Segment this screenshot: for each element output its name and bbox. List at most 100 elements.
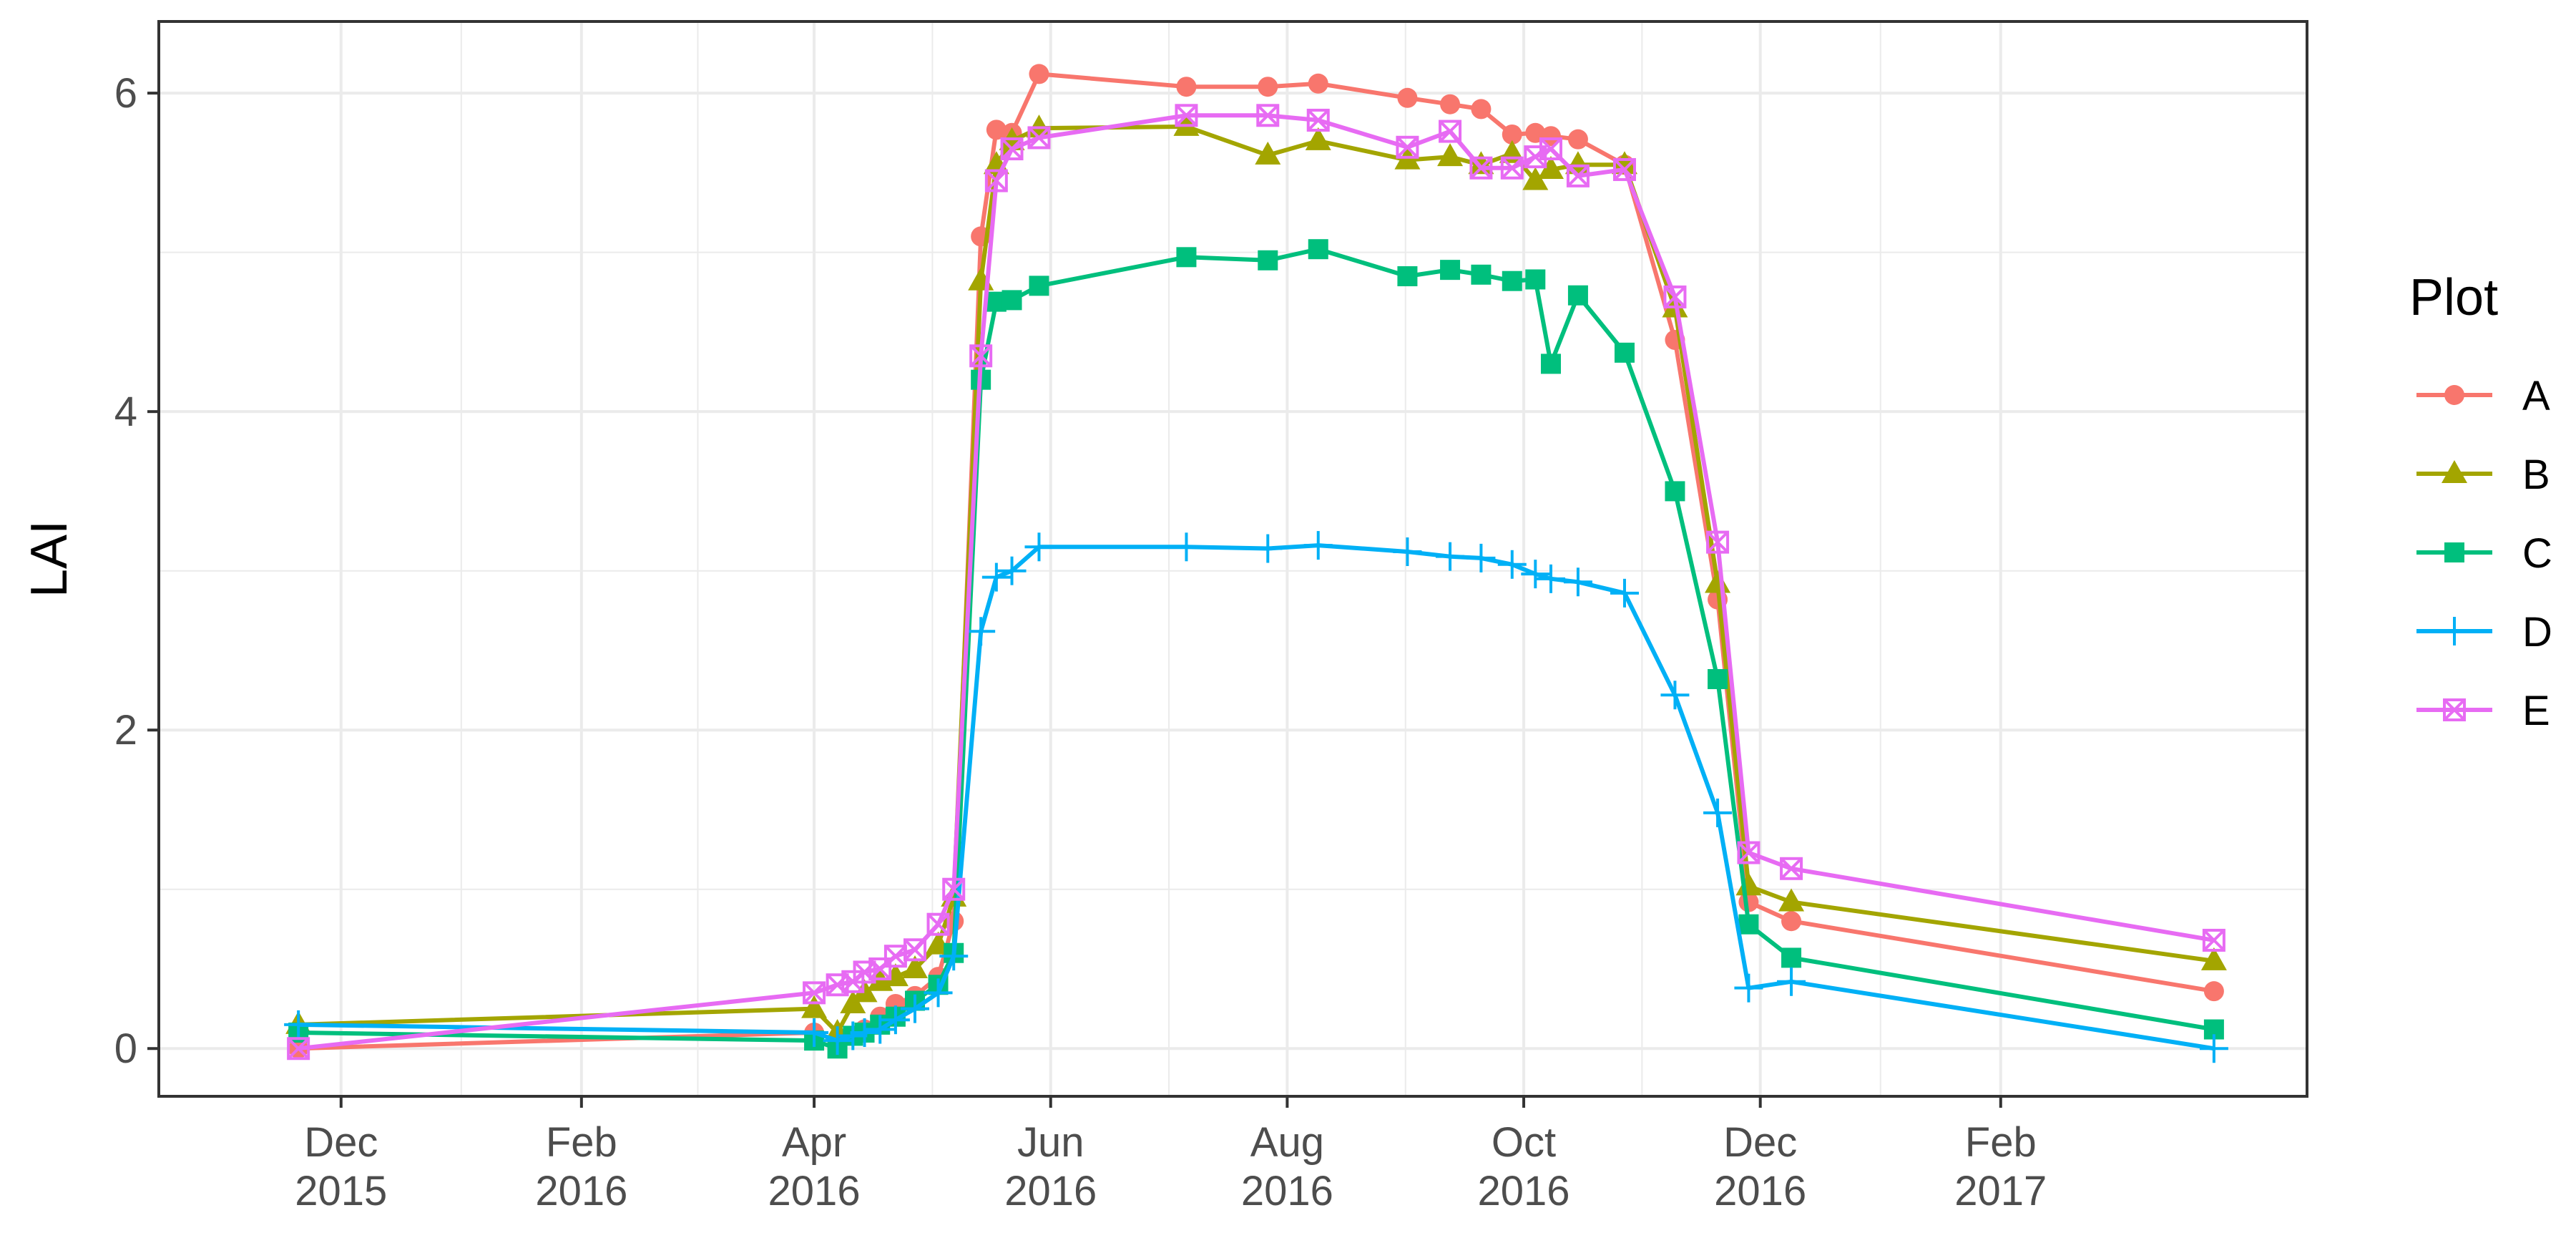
data-point-d <box>1610 578 1639 608</box>
data-point-a <box>986 120 1007 140</box>
data-point-e <box>803 981 826 1005</box>
data-point-e <box>984 169 1008 192</box>
x-axis: Dec2015Feb2016Apr2016Jun2016Aug2016Oct20… <box>295 1096 2047 1214</box>
data-point-c <box>1397 266 1418 287</box>
data-point-e <box>1306 108 1330 132</box>
data-point-e <box>942 877 966 901</box>
legend-item-a: A <box>2416 373 2550 419</box>
data-point-c <box>1665 481 1685 502</box>
x-tick-label-month: Dec <box>304 1119 378 1166</box>
y-tick-label: 0 <box>114 1025 137 1072</box>
data-point-d <box>1777 967 1806 996</box>
x-tick-label-year: 2015 <box>295 1168 387 1214</box>
data-point-c <box>1502 270 1522 291</box>
x-tick-label-month: Aug <box>1250 1119 1324 1166</box>
data-point-e <box>1500 156 1524 180</box>
legend-item-e: E <box>2416 688 2550 734</box>
data-point-e <box>1612 157 1636 181</box>
legend-key-marker <box>2444 542 2464 562</box>
legend-label: B <box>2522 452 2550 498</box>
data-point-c <box>1738 914 1759 935</box>
data-point-a <box>1397 87 1418 108</box>
data-point-d <box>981 562 1011 592</box>
data-point-d <box>939 942 969 971</box>
x-tick-label-year: 2017 <box>1954 1168 2047 1214</box>
data-point-e <box>1175 104 1198 127</box>
data-point-d <box>2199 1034 2228 1063</box>
data-point-e <box>2202 928 2225 952</box>
data-point-e <box>1706 530 1730 554</box>
plot-panel-border <box>157 20 2308 1098</box>
minor-gridlines <box>159 21 2307 1096</box>
data-point-b <box>2200 947 2227 970</box>
data-point-e <box>1396 135 1419 159</box>
data-point-b <box>902 955 929 978</box>
x-tick-label-year: 2016 <box>1714 1168 1806 1214</box>
data-point-c <box>1001 290 1022 311</box>
data-point-d <box>881 1005 910 1035</box>
data-point-c <box>1308 239 1328 260</box>
data-point-d <box>823 1026 852 1056</box>
series-layer <box>284 64 2228 1063</box>
data-point-d <box>1497 550 1527 579</box>
data-point-a <box>1567 129 1588 150</box>
x-tick-label-month: Oct <box>1492 1119 1556 1166</box>
legend-item-b: B <box>2416 452 2550 498</box>
data-point-b <box>1437 143 1464 167</box>
legend-label: A <box>2522 373 2550 419</box>
y-axis-title: LAI <box>21 520 78 598</box>
data-point-e <box>1439 120 1462 143</box>
data-point-c <box>1176 247 1197 268</box>
data-point-c <box>1781 947 1802 968</box>
legend-key-marker <box>2444 385 2464 405</box>
data-point-a <box>1308 73 1328 94</box>
data-point-a <box>1440 94 1461 114</box>
data-point-b <box>1537 155 1564 179</box>
data-point-b <box>1778 888 1805 912</box>
data-point-d <box>997 556 1027 585</box>
data-point-d <box>1521 560 1550 589</box>
data-point-d <box>838 1021 868 1051</box>
data-point-b <box>882 963 909 987</box>
data-point-d <box>1703 798 1733 827</box>
data-point-e <box>1566 164 1590 187</box>
data-point-b <box>801 995 828 1018</box>
data-point-d <box>901 994 930 1023</box>
data-point-b <box>1305 127 1331 150</box>
legend-key-marker <box>2440 617 2469 645</box>
x-tick-label-year: 2016 <box>1004 1168 1097 1214</box>
data-point-e <box>926 912 950 936</box>
legend-key-marker <box>2443 698 2466 721</box>
legend-label: D <box>2522 609 2552 655</box>
data-point-d <box>1563 567 1592 597</box>
data-point-a <box>1029 64 1049 84</box>
data-point-e <box>1663 285 1687 308</box>
y-tick-label: 6 <box>114 70 137 117</box>
data-point-e <box>1780 857 1803 880</box>
data-point-c <box>1258 250 1278 270</box>
data-point-a <box>1258 77 1278 97</box>
data-point-d <box>966 617 996 646</box>
data-point-d <box>1660 681 1690 710</box>
data-point-d <box>1466 543 1496 572</box>
data-point-c <box>1525 269 1546 290</box>
data-point-d <box>866 1015 895 1044</box>
legend-title: Plot <box>2409 269 2498 326</box>
data-point-d <box>1734 973 1763 1003</box>
data-point-a <box>1176 77 1197 97</box>
x-tick-label-month: Feb <box>1965 1119 2037 1166</box>
data-point-a <box>1540 126 1561 147</box>
major-gridlines <box>159 21 2307 1096</box>
y-tick-label: 4 <box>114 389 137 435</box>
x-tick-label-year: 2016 <box>535 1168 627 1214</box>
series-line-e <box>298 113 2215 1051</box>
series-d <box>284 531 2228 1063</box>
data-point-a <box>1781 911 1802 932</box>
y-axis: 0 2 4 6 <box>114 70 159 1072</box>
data-point-a <box>1471 99 1492 120</box>
data-point-a <box>1502 124 1522 145</box>
data-point-e <box>1539 137 1562 161</box>
data-point-d <box>1303 531 1333 560</box>
